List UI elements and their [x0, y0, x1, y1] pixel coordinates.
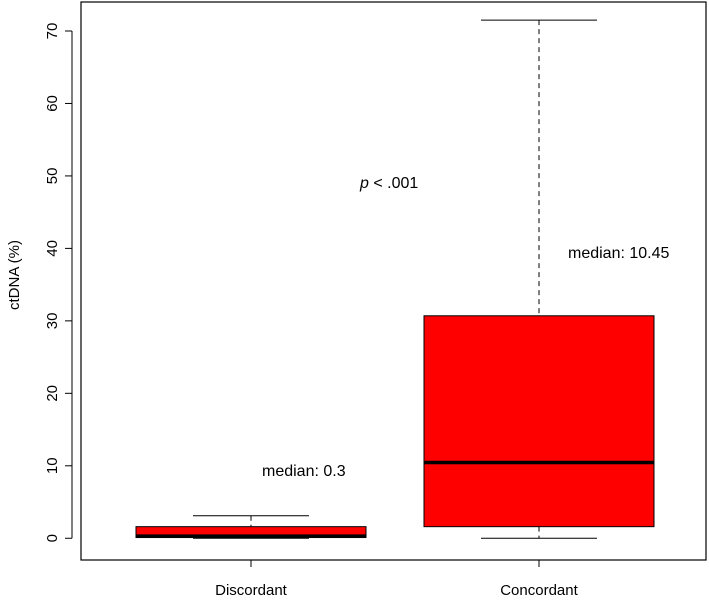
p-value-annotation: p < .001 [359, 175, 418, 192]
y-axis-title: ctDNA (%) [6, 240, 23, 310]
y-tick-label: 20 [44, 385, 61, 402]
y-tick-label: 50 [44, 168, 61, 185]
box-group-discordant [135, 515, 367, 539]
y-tick-label: 0 [44, 534, 61, 542]
box-group-concordant [423, 19, 655, 539]
x-tick-label-concordant: Concordant [500, 582, 578, 599]
median-label-discordant: median: 0.3 [262, 463, 346, 480]
y-tick-label: 10 [44, 457, 61, 474]
y-tick-label: 60 [44, 95, 61, 112]
p-value-symbol: p [359, 175, 369, 192]
y-tick-label: 40 [44, 240, 61, 257]
median-label-concordant: median: 10.45 [568, 245, 670, 262]
p-value-text: < .001 [369, 175, 418, 192]
plot-frame [80, 1, 707, 561]
y-tick-label: 70 [44, 23, 61, 40]
box-iqr [423, 315, 655, 528]
x-tick-label-discordant: Discordant [215, 582, 288, 599]
y-tick-label: 30 [44, 313, 61, 330]
